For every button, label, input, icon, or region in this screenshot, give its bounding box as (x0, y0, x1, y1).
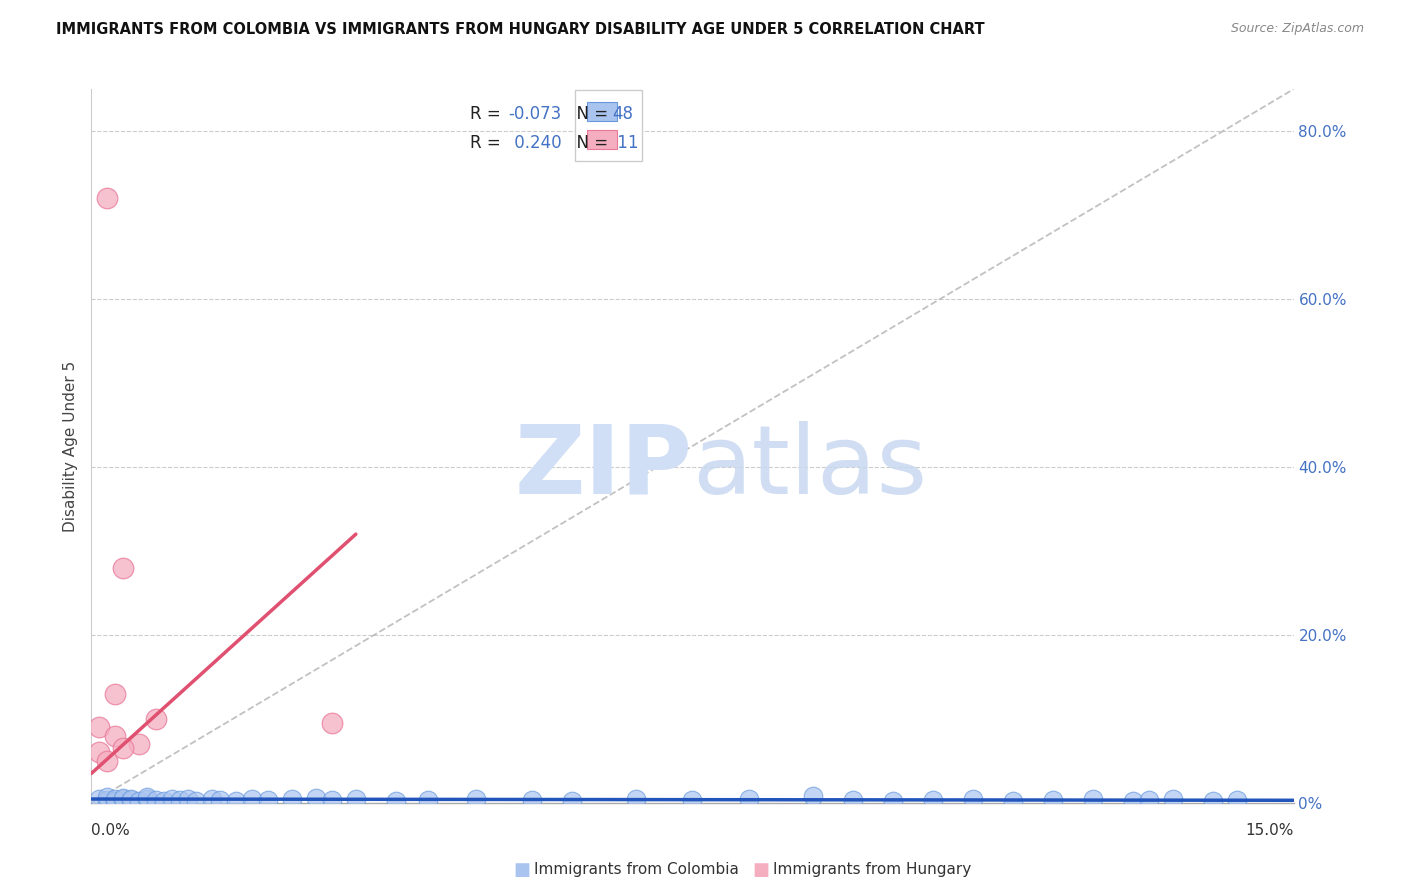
Point (104, 729, 127, 743)
Point (344, 791, 367, 805)
Point (1122, 794, 1144, 808)
Point (801, 789, 824, 803)
Point (136, 792, 159, 806)
Point (128, 737, 150, 751)
Point (96, 191, 118, 205)
Point (922, 793, 945, 807)
Point (1042, 793, 1064, 807)
Point (112, 790, 135, 805)
Text: IMMIGRANTS FROM COLOMBIA VS IMMIGRANTS FROM HUNGARY DISABILITY AGE UNDER 5 CORRE: IMMIGRANTS FROM COLOMBIA VS IMMIGRANTS F… (56, 22, 984, 37)
Point (121, 793, 143, 807)
Text: 11: 11 (612, 134, 638, 152)
Point (281, 792, 304, 806)
Point (882, 794, 904, 808)
Point (176, 791, 198, 805)
Point (112, 741, 135, 756)
Text: R =: R = (470, 105, 506, 123)
Text: N =: N = (567, 105, 613, 123)
Text: atlas: atlas (692, 421, 928, 514)
Point (225, 794, 247, 808)
Text: N =: N = (567, 134, 613, 152)
Point (1083, 791, 1105, 805)
Point (737, 792, 759, 806)
Point (681, 793, 703, 807)
Text: ■: ■ (513, 861, 530, 879)
Point (841, 793, 863, 807)
Text: 15.0%: 15.0% (1246, 823, 1294, 838)
Point (256, 793, 278, 807)
Point (89, 746, 111, 760)
Point (305, 790, 328, 805)
Point (1202, 794, 1225, 808)
Text: Immigrants from Hungary: Immigrants from Hungary (773, 863, 972, 877)
Point (152, 794, 174, 808)
Point (112, 560, 135, 574)
Point (184, 794, 207, 808)
Point (104, 794, 127, 808)
Point (321, 793, 343, 807)
Text: Immigrants from Colombia: Immigrants from Colombia (534, 863, 740, 877)
Text: ZIP: ZIP (515, 421, 692, 514)
Point (416, 793, 439, 807)
Point (121, 791, 143, 805)
Point (522, 793, 544, 807)
Point (96, 754, 118, 768)
Point (145, 793, 167, 807)
Point (89, 720, 111, 734)
Point (1226, 793, 1249, 807)
Text: ■: ■ (752, 861, 769, 879)
Point (561, 794, 583, 808)
Y-axis label: Disability Age Under 5: Disability Age Under 5 (62, 360, 77, 532)
Point (626, 791, 648, 805)
Point (208, 793, 231, 807)
Text: 48: 48 (612, 105, 633, 123)
Text: R =: R = (470, 134, 506, 152)
Point (96, 793, 118, 807)
Point (1137, 793, 1160, 807)
Point (321, 716, 343, 731)
Text: Source: ZipAtlas.com: Source: ZipAtlas.com (1230, 22, 1364, 36)
Point (96, 789, 118, 804)
Text: -0.073: -0.073 (509, 105, 562, 123)
Point (962, 792, 984, 806)
Point (169, 793, 191, 807)
Point (89, 791, 111, 805)
Point (1001, 794, 1024, 808)
Point (385, 794, 408, 808)
Legend: , : , (575, 90, 641, 161)
Point (136, 789, 159, 804)
Point (160, 792, 183, 806)
Point (145, 712, 167, 726)
Point (465, 792, 488, 806)
Point (201, 792, 224, 806)
Point (128, 794, 150, 808)
Point (240, 791, 263, 805)
Point (104, 687, 127, 701)
Text: 0.240: 0.240 (509, 134, 561, 152)
Point (104, 791, 127, 805)
Point (112, 792, 135, 806)
Point (1163, 792, 1185, 806)
Text: 0.0%: 0.0% (91, 823, 131, 838)
